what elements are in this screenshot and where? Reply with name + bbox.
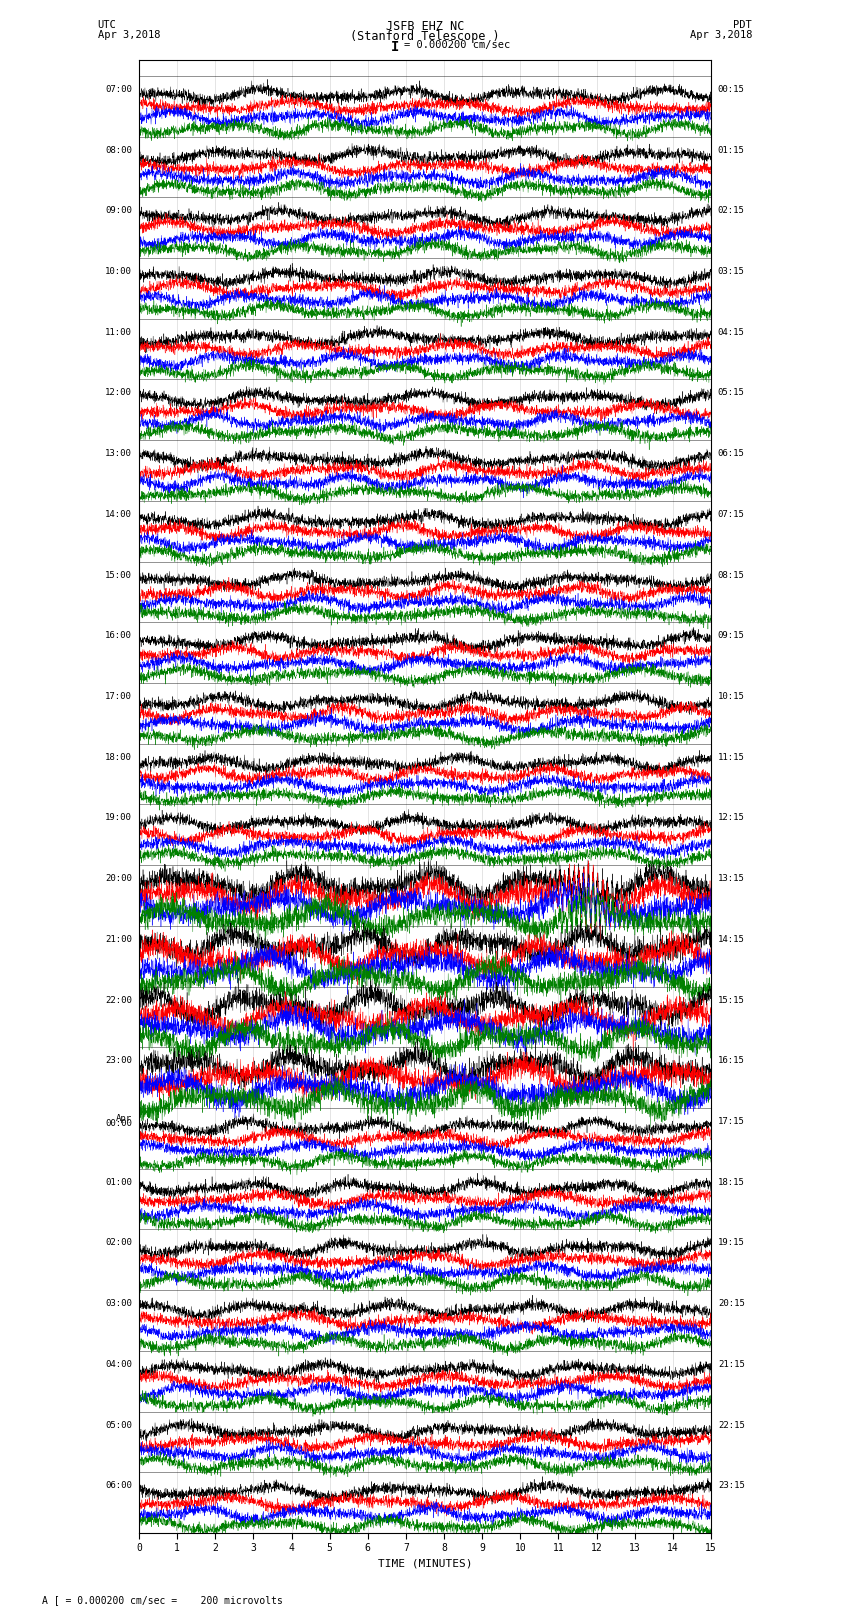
Text: 03:00: 03:00 [105, 1298, 132, 1308]
Text: 13:15: 13:15 [718, 874, 745, 884]
Text: (Stanford Telescope ): (Stanford Telescope ) [350, 31, 500, 44]
Text: A [ = 0.000200 cm/sec =    200 microvolts: A [ = 0.000200 cm/sec = 200 microvolts [42, 1595, 283, 1605]
Text: 21:00: 21:00 [105, 936, 132, 944]
Text: 16:00: 16:00 [105, 631, 132, 640]
Text: 19:00: 19:00 [105, 813, 132, 823]
Text: 23:00: 23:00 [105, 1057, 132, 1065]
Text: 16:15: 16:15 [718, 1057, 745, 1065]
Text: 06:00: 06:00 [105, 1481, 132, 1490]
X-axis label: TIME (MINUTES): TIME (MINUTES) [377, 1560, 473, 1569]
Text: 09:00: 09:00 [105, 206, 132, 215]
Text: 12:00: 12:00 [105, 389, 132, 397]
Text: 15:15: 15:15 [718, 995, 745, 1005]
Text: 21:15: 21:15 [718, 1360, 745, 1369]
Text: 10:15: 10:15 [718, 692, 745, 702]
Text: 17:15: 17:15 [718, 1116, 745, 1126]
Text: 00:15: 00:15 [718, 85, 745, 94]
Text: 11:00: 11:00 [105, 327, 132, 337]
Text: 08:00: 08:00 [105, 145, 132, 155]
Text: Apr 3,2018: Apr 3,2018 [689, 31, 752, 40]
Text: JSFB EHZ NC: JSFB EHZ NC [386, 19, 464, 34]
Text: 14:00: 14:00 [105, 510, 132, 519]
Text: 22:15: 22:15 [718, 1421, 745, 1429]
Text: 17:00: 17:00 [105, 692, 132, 702]
Text: 14:15: 14:15 [718, 936, 745, 944]
Text: 11:15: 11:15 [718, 753, 745, 761]
Text: 12:15: 12:15 [718, 813, 745, 823]
Text: 01:15: 01:15 [718, 145, 745, 155]
Text: 23:15: 23:15 [718, 1481, 745, 1490]
Text: 10:00: 10:00 [105, 268, 132, 276]
Text: 20:15: 20:15 [718, 1298, 745, 1308]
Text: 19:15: 19:15 [718, 1239, 745, 1247]
Text: 07:00: 07:00 [105, 85, 132, 94]
Text: 18:15: 18:15 [718, 1177, 745, 1187]
Text: 06:15: 06:15 [718, 448, 745, 458]
Text: 18:00: 18:00 [105, 753, 132, 761]
Text: 02:00: 02:00 [105, 1239, 132, 1247]
Text: Apr 3,2018: Apr 3,2018 [98, 31, 161, 40]
Text: I: I [391, 39, 399, 53]
Text: 20:00: 20:00 [105, 874, 132, 884]
Text: 02:15: 02:15 [718, 206, 745, 215]
Text: 15:00: 15:00 [105, 571, 132, 579]
Text: PDT: PDT [734, 19, 752, 31]
Text: 05:00: 05:00 [105, 1421, 132, 1429]
Text: 07:15: 07:15 [718, 510, 745, 519]
Text: 05:15: 05:15 [718, 389, 745, 397]
Text: 04:00: 04:00 [105, 1360, 132, 1369]
Text: 00:00: 00:00 [105, 1119, 132, 1127]
Text: 04:15: 04:15 [718, 327, 745, 337]
Text: 01:00: 01:00 [105, 1177, 132, 1187]
Text: 09:15: 09:15 [718, 631, 745, 640]
Text: 03:15: 03:15 [718, 268, 745, 276]
Text: 13:00: 13:00 [105, 448, 132, 458]
Text: 22:00: 22:00 [105, 995, 132, 1005]
Text: = 0.000200 cm/sec: = 0.000200 cm/sec [404, 39, 510, 50]
Text: UTC: UTC [98, 19, 116, 31]
Text: 08:15: 08:15 [718, 571, 745, 579]
Text: Apr: Apr [116, 1113, 132, 1123]
